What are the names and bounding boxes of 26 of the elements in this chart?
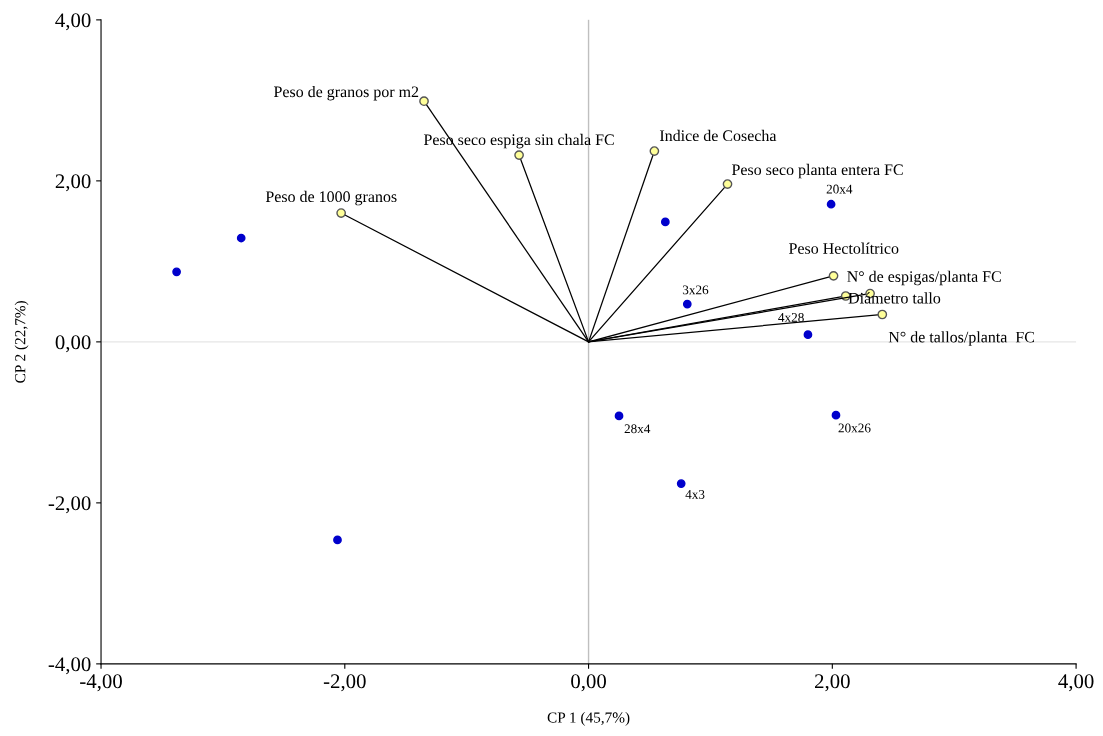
x-tick-label: 4,00 bbox=[1058, 674, 1094, 692]
series-label: Indice de Cosecha bbox=[659, 129, 777, 142]
series-label: Peso seco planta entera FC bbox=[731, 163, 903, 179]
y-tick-label: 2,00 bbox=[55, 174, 91, 192]
data-label: 4x3 bbox=[685, 489, 705, 499]
data-label: 4x28 bbox=[778, 313, 804, 322]
series-label: Peso de granos por m2 bbox=[273, 85, 419, 101]
series-label: N° de espigas/planta FC bbox=[847, 270, 1001, 286]
series-label: Peso Hectolítrico bbox=[789, 242, 899, 254]
x-axis-title: CP 1 (45,7%) bbox=[547, 711, 630, 726]
data-label: 20x26 bbox=[838, 423, 871, 433]
y-tick-label: -4,00 bbox=[48, 657, 91, 675]
series-label: N° de tallos/planta FC bbox=[888, 331, 1034, 346]
x-tick-label: -2,00 bbox=[323, 674, 366, 692]
data-label: 3x26 bbox=[682, 285, 709, 295]
y-tick-label: 4,00 bbox=[55, 13, 91, 31]
data-label: 20x4 bbox=[826, 184, 853, 194]
y-tick-label: 0,00 bbox=[55, 335, 91, 353]
series-label: Peso de 1000 granos bbox=[265, 190, 397, 206]
y-tick-label: -2,00 bbox=[48, 496, 91, 514]
y-axis-title: CP 2 (22,7%) bbox=[14, 301, 29, 383]
series-label: Diámetro tallo bbox=[848, 292, 941, 304]
x-tick-label: -4,00 bbox=[80, 674, 122, 692]
x-tick-label: 2,00 bbox=[815, 674, 850, 692]
x-tick-label: 0,00 bbox=[571, 674, 606, 692]
data-label: 28x4 bbox=[624, 424, 651, 434]
